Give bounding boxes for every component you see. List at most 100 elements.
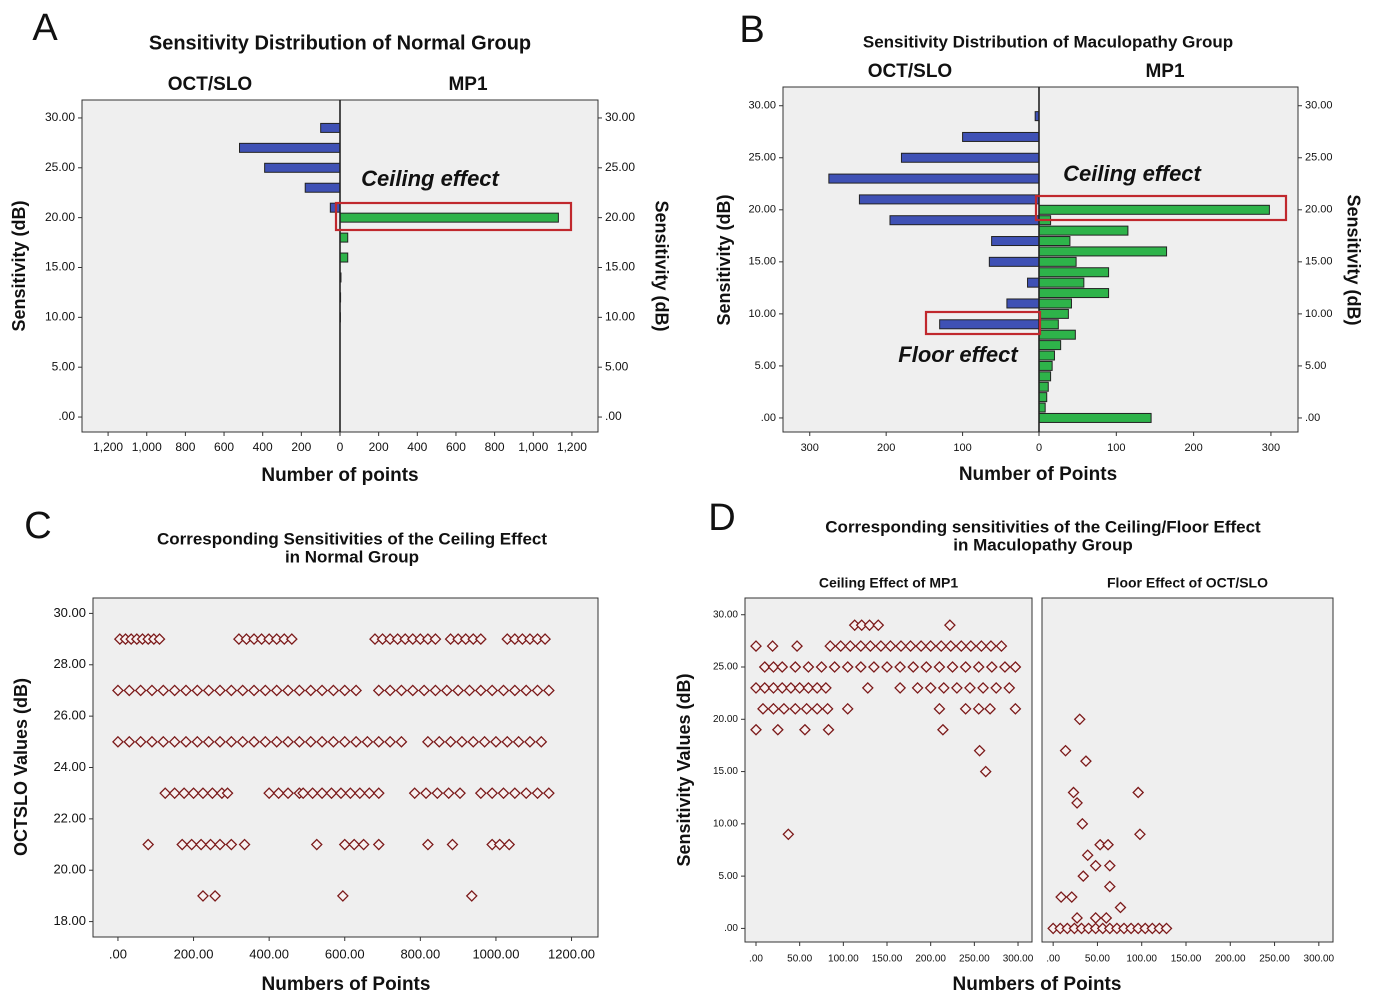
point (531, 684, 544, 697)
point (474, 787, 487, 800)
y-tick-label: 25.00 (748, 152, 776, 164)
x-axis-label: Number of points (261, 465, 418, 486)
x-tick-right-label: 0 (1036, 442, 1042, 454)
point (1067, 786, 1080, 799)
bar (339, 212, 559, 223)
y-axis-label: Sensitivity Values (dB) (674, 673, 694, 866)
bar (988, 256, 1040, 267)
point (944, 640, 957, 653)
chart-title: Corresponding sensitivities of the Ceili… (825, 517, 1261, 536)
chart-title: in Maculopathy Group (953, 535, 1132, 554)
x-tick-label: 1200.00 (548, 946, 595, 961)
y2-tick-label: 10.00 (605, 310, 635, 324)
x-tick-label: .00 (109, 946, 127, 961)
point (1077, 870, 1090, 883)
y2-tick-label: .00 (605, 409, 622, 423)
x-tick-label: 150.00 (1171, 954, 1202, 965)
point (214, 838, 226, 851)
x-tick-right-label: 400 (407, 440, 427, 454)
point (497, 787, 510, 800)
x-tick-right-label: 600 (446, 440, 466, 454)
point (463, 684, 476, 697)
bar (1038, 246, 1168, 257)
point (758, 682, 771, 694)
point (1103, 859, 1116, 872)
x-tick-right-label: 1,200 (557, 440, 587, 454)
panel-letter: D (708, 497, 735, 539)
bar (1038, 392, 1048, 403)
point (335, 787, 347, 800)
point (336, 889, 349, 902)
bar (889, 215, 1040, 226)
bar (1038, 277, 1085, 288)
y2-tick-label: 20.00 (1305, 204, 1333, 216)
point (985, 640, 997, 653)
point (157, 735, 170, 748)
x-tick-label: 100.00 (1126, 954, 1157, 965)
point (146, 684, 158, 697)
point (338, 735, 351, 748)
point (535, 735, 548, 748)
point (440, 684, 453, 697)
point (936, 723, 949, 736)
series-header: OCT/SLO (168, 74, 252, 95)
point (304, 735, 317, 748)
point (1132, 786, 1145, 799)
x-axis-label: Numbers of Points (262, 974, 431, 995)
point (924, 640, 937, 653)
point (191, 735, 204, 748)
x-tick-label: 300.00 (1304, 954, 1335, 965)
y-tick-label: 15.00 (713, 766, 738, 777)
point (984, 702, 996, 715)
bar (1038, 402, 1046, 413)
bar (1038, 256, 1077, 267)
point (894, 661, 907, 673)
point (418, 684, 431, 697)
point (282, 787, 294, 800)
x-tick-label: 50.00 (1085, 954, 1110, 965)
point (344, 787, 357, 800)
point (1102, 838, 1114, 851)
point (304, 684, 317, 697)
point (512, 735, 525, 748)
point (915, 640, 927, 653)
point (750, 640, 762, 653)
point (881, 661, 893, 673)
point (1059, 744, 1072, 757)
point (187, 787, 200, 800)
point (272, 787, 285, 800)
point (975, 640, 988, 653)
point (802, 661, 815, 673)
y-tick-label: 20.00 (45, 210, 75, 224)
point (1094, 838, 1107, 851)
point (943, 619, 956, 632)
point (214, 684, 226, 697)
x-tick-left-label: 200 (877, 442, 895, 454)
bar (264, 162, 341, 173)
point (146, 735, 158, 748)
x-tick-left-label: 300 (801, 442, 819, 454)
point (955, 640, 968, 653)
y-tick-label: 24.00 (53, 759, 86, 774)
point (486, 787, 499, 800)
x-tick-label: 600.00 (325, 946, 365, 961)
point (474, 633, 487, 646)
bar (1038, 288, 1110, 299)
point (867, 661, 880, 673)
point (176, 838, 189, 851)
point (486, 684, 499, 697)
point (454, 787, 466, 800)
point (793, 682, 806, 694)
point (209, 889, 222, 902)
x-tick-label: 100.00 (828, 954, 859, 965)
x-tick-label: .00 (1046, 954, 1060, 965)
point (861, 682, 874, 694)
point (973, 744, 986, 757)
point (134, 684, 147, 697)
point (802, 682, 815, 694)
y-tick-label: 20.00 (53, 862, 86, 877)
point (293, 735, 306, 748)
point (959, 702, 972, 715)
point (894, 682, 907, 694)
y-tick-label: 30.00 (713, 609, 738, 620)
